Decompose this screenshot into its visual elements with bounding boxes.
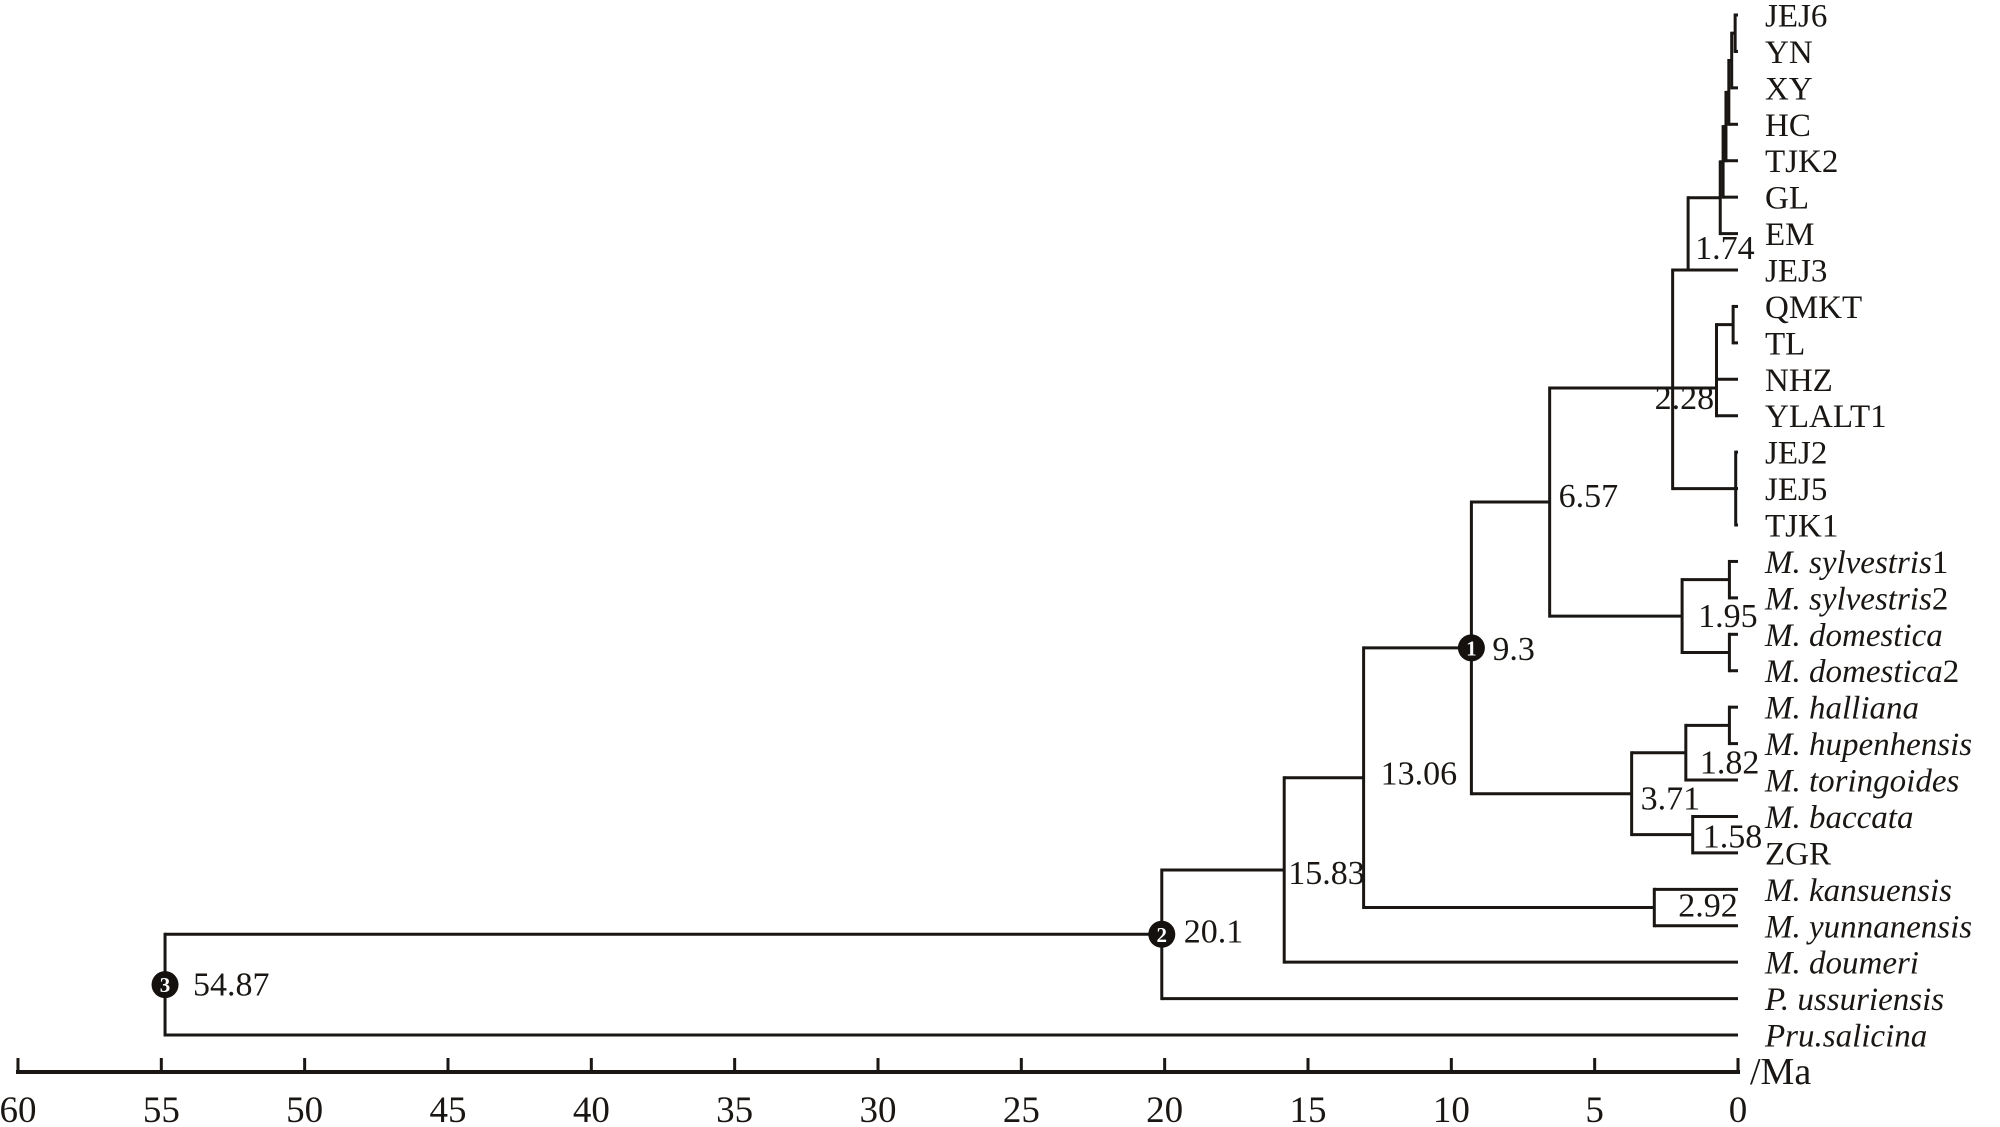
tip-label: M. baccata [1764, 800, 1913, 836]
node-age-label: 6.57 [1559, 478, 1619, 515]
node-age-label: 1.95 [1698, 598, 1758, 635]
calibration-node-number: 2 [1157, 923, 1168, 947]
axis-tick-label: 45 [429, 1090, 466, 1127]
node-age-label: 2.92 [1678, 888, 1738, 925]
tip-label: M. sylvestris1 [1764, 545, 1948, 581]
axis-tick-label: 35 [716, 1090, 753, 1127]
tip-label: Pru.salicina [1764, 1019, 1927, 1055]
axis-tick-label: 5 [1585, 1090, 1604, 1127]
tip-label: JEJ3 [1765, 254, 1827, 290]
axis-unit-label: /Ma [1750, 1051, 1811, 1093]
tip-label: M. halliana [1764, 691, 1919, 727]
node-age-label: 20.1 [1184, 913, 1244, 950]
calibration-node-marker [1457, 634, 1485, 662]
node-age-label: 54.87 [193, 967, 270, 1004]
node-age-label: 13.06 [1381, 756, 1458, 793]
axis-tick-label: 15 [1289, 1090, 1326, 1127]
tip-label: HC [1765, 108, 1811, 144]
node-age-label: 9.3 [1492, 631, 1535, 668]
tip-label: M. hupenhensis [1764, 727, 1972, 763]
tip-label: GL [1765, 181, 1809, 217]
calibration-node-marker [1148, 920, 1176, 948]
tip-label: TJK1 [1765, 509, 1838, 545]
axis-tick-label: 20 [1146, 1090, 1183, 1127]
tip-label: JEJ6 [1765, 0, 1827, 35]
axis-tick-label: 55 [143, 1090, 180, 1127]
node-age-label: 2.28 [1655, 380, 1715, 417]
calibration-node-number: 1 [1466, 636, 1477, 660]
tip-label: EM [1765, 217, 1815, 253]
tip-label: QMKT [1765, 290, 1862, 326]
tip-label: M. domestica2 [1764, 654, 1959, 690]
node-age-label: 15.83 [1288, 855, 1365, 892]
tip-label: JEJ5 [1765, 472, 1827, 508]
tip-label: JEJ2 [1765, 436, 1827, 472]
tip-label: TJK2 [1765, 144, 1838, 180]
tip-label: ZGR [1765, 836, 1831, 872]
node-age-label: 3.71 [1641, 781, 1701, 818]
axis-tick-label: 0 [1729, 1090, 1748, 1127]
tip-label: M. toringoides [1764, 764, 1959, 800]
calibration-node-marker [151, 971, 179, 999]
axis-tick-label: 40 [573, 1090, 610, 1127]
axis-tick-label: 25 [1003, 1090, 1040, 1127]
axis-tick-label: 50 [286, 1090, 323, 1127]
tip-label: M. kansuensis [1764, 873, 1952, 909]
tip-label: NHZ [1765, 363, 1833, 399]
node-age-label: 1.82 [1700, 745, 1760, 782]
node-age-label: 1.74 [1695, 230, 1755, 267]
axis-tick-label: 60 [0, 1090, 36, 1127]
tip-label: P. ussuriensis [1764, 982, 1944, 1018]
tip-label: M. domestica [1764, 618, 1943, 654]
axis-tick-label: 30 [859, 1090, 896, 1127]
node-age-label: 1.58 [1703, 819, 1763, 856]
tip-label: M. yunnanensis [1764, 909, 1972, 945]
tip-label: YLALT1 [1765, 399, 1887, 435]
tip-label: TL [1765, 326, 1805, 362]
axis-tick-label: 10 [1433, 1090, 1470, 1127]
tip-label: XY [1765, 71, 1813, 107]
calibration-node-number: 3 [160, 973, 171, 997]
tip-label: YN [1765, 35, 1813, 71]
tip-label: M. doumeri [1764, 946, 1919, 982]
tip-label: M. sylvestris2 [1764, 581, 1948, 617]
